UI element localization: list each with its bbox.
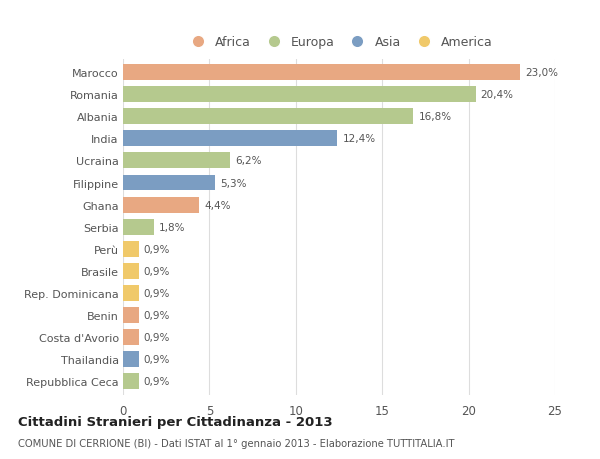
Text: 4,4%: 4,4%	[204, 200, 231, 210]
Bar	[123, 65, 520, 81]
Text: 20,4%: 20,4%	[481, 90, 514, 100]
Bar	[123, 330, 139, 345]
Text: 0,9%: 0,9%	[144, 332, 170, 342]
Text: 0,9%: 0,9%	[144, 354, 170, 364]
Bar	[123, 285, 139, 301]
Text: 5,3%: 5,3%	[220, 178, 246, 188]
Text: COMUNE DI CERRIONE (BI) - Dati ISTAT al 1° gennaio 2013 - Elaborazione TUTTITALI: COMUNE DI CERRIONE (BI) - Dati ISTAT al …	[18, 438, 455, 448]
Bar	[123, 153, 230, 169]
Bar	[123, 263, 139, 279]
Text: 6,2%: 6,2%	[235, 156, 262, 166]
Text: 23,0%: 23,0%	[526, 68, 559, 78]
Bar	[123, 374, 139, 389]
Text: 0,9%: 0,9%	[144, 266, 170, 276]
Bar	[123, 197, 199, 213]
Text: 0,9%: 0,9%	[144, 244, 170, 254]
Bar	[123, 219, 154, 235]
Text: 16,8%: 16,8%	[418, 112, 452, 122]
Bar	[123, 131, 337, 147]
Legend: Africa, Europa, Asia, America: Africa, Europa, Asia, America	[181, 33, 497, 53]
Text: 0,9%: 0,9%	[144, 376, 170, 386]
Bar	[123, 87, 476, 103]
Text: 12,4%: 12,4%	[343, 134, 376, 144]
Text: 0,9%: 0,9%	[144, 288, 170, 298]
Text: Cittadini Stranieri per Cittadinanza - 2013: Cittadini Stranieri per Cittadinanza - 2…	[18, 415, 332, 428]
Bar	[123, 175, 215, 191]
Bar	[123, 308, 139, 323]
Text: 0,9%: 0,9%	[144, 310, 170, 320]
Text: 1,8%: 1,8%	[159, 222, 186, 232]
Bar	[123, 241, 139, 257]
Bar	[123, 352, 139, 367]
Bar	[123, 109, 413, 125]
